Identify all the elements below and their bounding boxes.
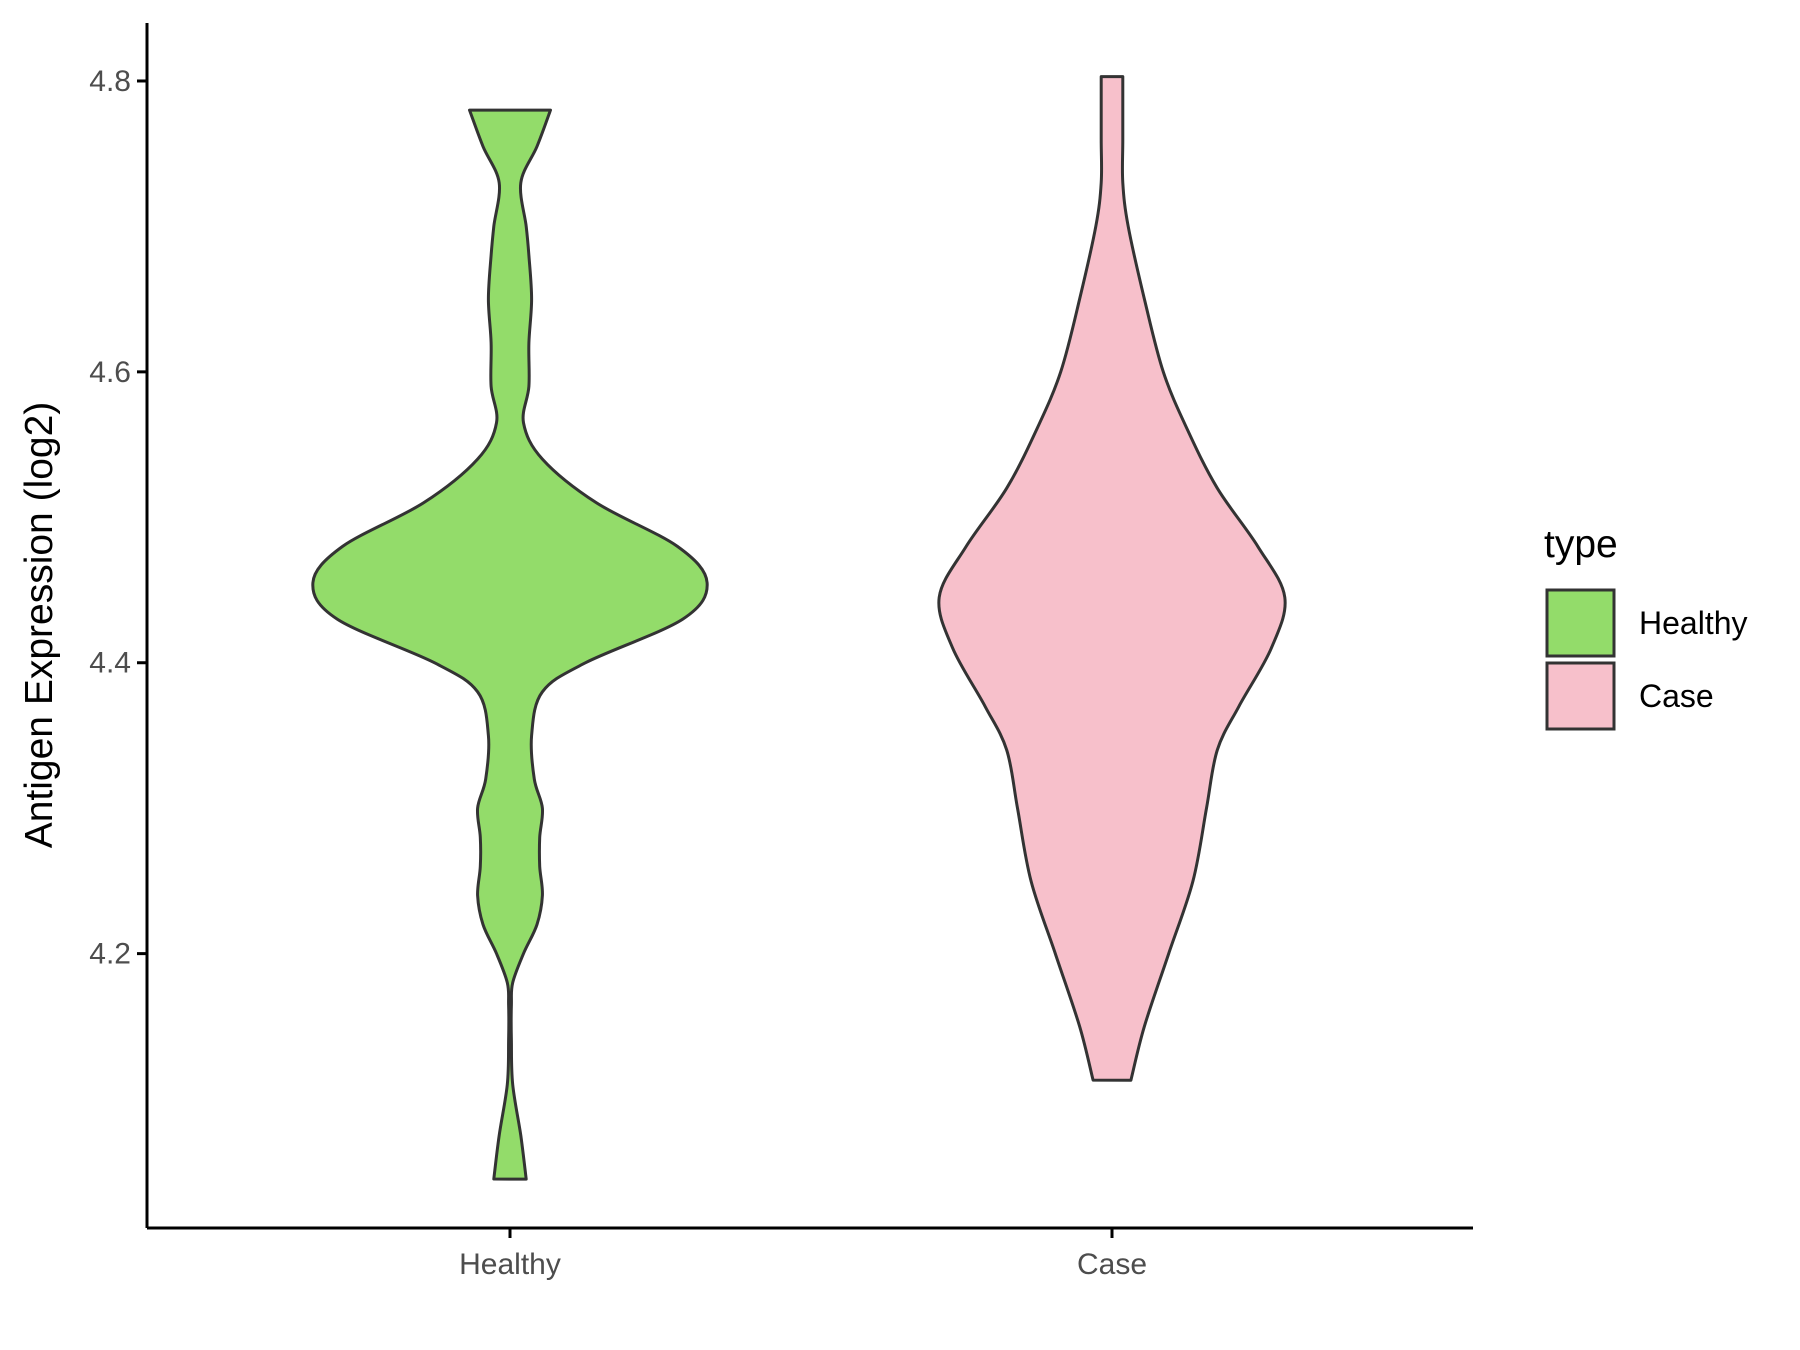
x-tick-label-healthy: Healthy [459, 1248, 561, 1281]
y-axis-title: Antigen Expression (log2) [18, 402, 61, 849]
legend-title: type [1544, 523, 1618, 566]
y-tick-label: 4.8 [89, 65, 131, 98]
y-tick-label: 4.4 [89, 647, 131, 680]
legend: type Healthy Case [1544, 523, 1748, 731]
x-tick-label-case: Case [1077, 1248, 1147, 1281]
y-tick-label: 4.2 [89, 938, 131, 971]
ticks: 4.2 4.4 4.6 4.8 Healthy Case [89, 65, 1147, 1281]
plot-area [311, 75, 1287, 1181]
legend-swatch-healthy [1545, 588, 1616, 658]
legend-label-case: Case [1639, 678, 1714, 714]
violin-healthy [311, 108, 709, 1181]
violin-case [937, 75, 1287, 1082]
y-tick-label: 4.6 [89, 356, 131, 389]
legend-label-healthy: Healthy [1639, 605, 1748, 641]
axes [145, 23, 1473, 1230]
legend-swatch-case [1545, 661, 1616, 731]
